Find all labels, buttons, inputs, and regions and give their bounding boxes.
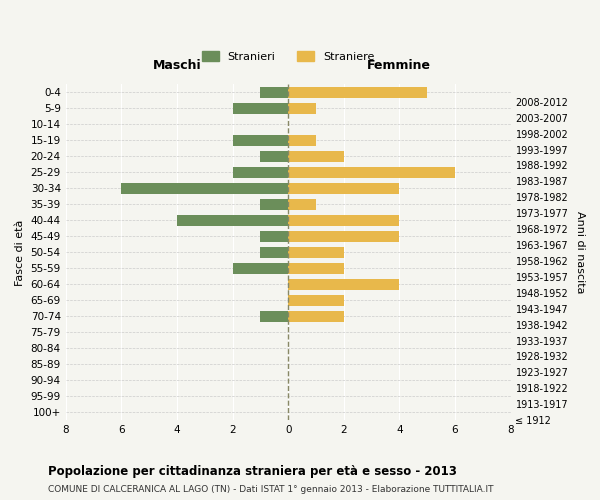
Y-axis label: Fasce di età: Fasce di età <box>15 219 25 286</box>
Bar <box>288 246 344 258</box>
Bar <box>288 310 344 322</box>
Bar <box>288 135 316 146</box>
Text: Maschi: Maschi <box>152 58 201 71</box>
Bar <box>288 199 316 210</box>
Bar <box>288 103 316 114</box>
Bar <box>288 183 400 194</box>
Bar <box>260 246 288 258</box>
Text: Popolazione per cittadinanza straniera per età e sesso - 2013: Popolazione per cittadinanza straniera p… <box>48 465 457 478</box>
Bar <box>260 230 288 242</box>
Bar <box>288 262 344 274</box>
Bar <box>177 215 288 226</box>
Bar <box>260 310 288 322</box>
Legend: Stranieri, Straniere: Stranieri, Straniere <box>197 46 379 66</box>
Bar <box>288 87 427 98</box>
Bar <box>260 87 288 98</box>
Bar <box>288 294 344 306</box>
Text: COMUNE DI CALCERANICA AL LAGO (TN) - Dati ISTAT 1° gennaio 2013 - Elaborazione T: COMUNE DI CALCERANICA AL LAGO (TN) - Dat… <box>48 485 493 494</box>
Text: Femmine: Femmine <box>367 58 431 71</box>
Y-axis label: Anni di nascita: Anni di nascita <box>575 211 585 294</box>
Bar <box>288 230 400 242</box>
Bar <box>288 215 400 226</box>
Bar <box>233 135 288 146</box>
Bar <box>288 167 455 178</box>
Bar <box>288 278 400 290</box>
Bar <box>121 183 288 194</box>
Bar <box>233 262 288 274</box>
Bar <box>233 103 288 114</box>
Bar <box>233 167 288 178</box>
Bar <box>288 151 344 162</box>
Bar <box>260 151 288 162</box>
Bar <box>260 199 288 210</box>
